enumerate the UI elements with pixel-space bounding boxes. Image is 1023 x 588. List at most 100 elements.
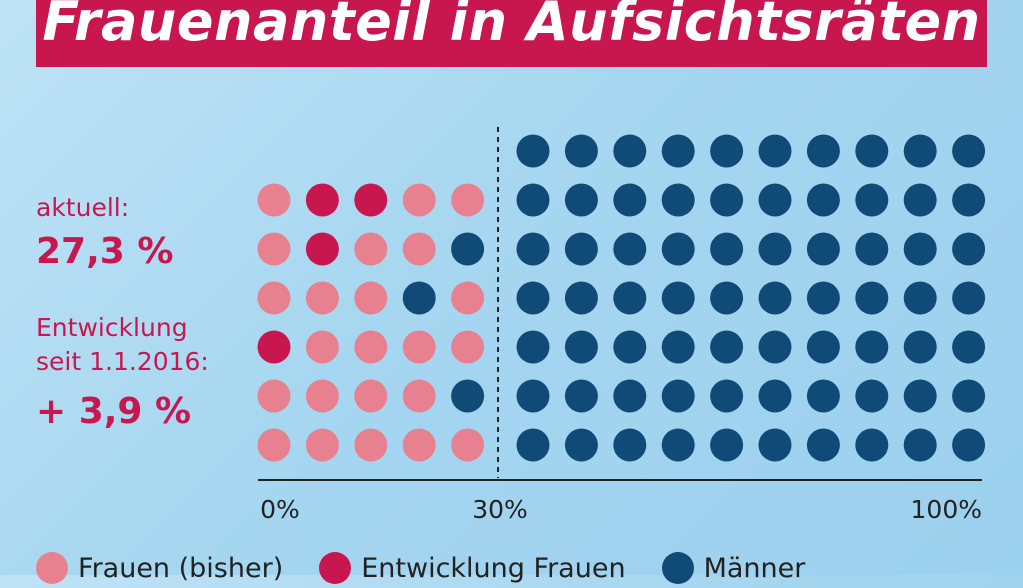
dot-men	[564, 281, 598, 315]
dot-men	[855, 379, 889, 413]
dot-men	[661, 330, 695, 364]
dot-women-previous	[257, 428, 291, 462]
dot-men	[855, 183, 889, 217]
dot-men	[952, 379, 986, 413]
dot-men	[903, 183, 937, 217]
dot-women-development	[305, 183, 339, 217]
dot-men	[758, 330, 792, 364]
dot-men	[661, 428, 695, 462]
dot-men	[758, 428, 792, 462]
dot-women-previous	[257, 183, 291, 217]
development-value: + 3,9 %	[36, 391, 192, 432]
dot-men	[855, 134, 889, 168]
dot-men	[903, 330, 937, 364]
legend-swatch	[661, 552, 694, 584]
dot-men	[613, 428, 647, 462]
dot-men	[903, 134, 937, 168]
dot-men	[516, 232, 550, 266]
dot-men	[710, 428, 744, 462]
dot-women-previous	[354, 281, 388, 315]
dot-men	[564, 183, 598, 217]
dot-women-previous	[402, 183, 436, 217]
current-value: 27,3 %	[36, 231, 174, 272]
dot-men	[806, 330, 840, 364]
x-tick-label: 0%	[260, 495, 300, 524]
dot-men	[661, 379, 695, 413]
dot-women-development	[354, 183, 388, 217]
dot-men	[806, 183, 840, 217]
dot-women-previous	[354, 330, 388, 364]
dot-men	[903, 232, 937, 266]
dot-men	[710, 183, 744, 217]
dot-women-previous	[354, 379, 388, 413]
dot-women-development	[305, 232, 339, 266]
dot-women-previous	[257, 232, 291, 266]
dot-men	[710, 281, 744, 315]
dot-men	[758, 134, 792, 168]
dot-men	[564, 232, 598, 266]
development-label-line1: Entwicklung	[36, 313, 188, 342]
dot-women-previous	[451, 330, 485, 364]
dot-men	[710, 134, 744, 168]
dot-women-previous	[305, 281, 339, 315]
title-banner: Frauenanteil in Aufsichtsräten	[36, 0, 987, 67]
dot-men	[758, 232, 792, 266]
dot-women-previous	[305, 379, 339, 413]
dot-men	[758, 183, 792, 217]
dot-men	[516, 183, 550, 217]
current-label: aktuell:	[36, 193, 130, 222]
x-tick-label: 100%	[911, 495, 982, 524]
dot-men	[516, 134, 550, 168]
dot-men	[952, 134, 986, 168]
dot-men	[451, 232, 485, 266]
legend-swatch	[319, 552, 352, 584]
dot-men	[855, 281, 889, 315]
dot-matrix-chart: 0% 30% 100%	[257, 127, 986, 524]
dot-men	[806, 232, 840, 266]
dot-men	[402, 281, 436, 315]
dot-men	[613, 134, 647, 168]
dot-men	[451, 379, 485, 413]
chart-title: Frauenanteil in Aufsichtsräten	[42, 0, 981, 53]
dot-men	[661, 183, 695, 217]
dot-women-previous	[402, 428, 436, 462]
dot-men	[758, 379, 792, 413]
dot-women-previous	[402, 330, 436, 364]
dot-men	[855, 428, 889, 462]
dot-men	[952, 183, 986, 217]
legend-label: Entwicklung Frauen	[361, 552, 626, 584]
dot-men	[613, 330, 647, 364]
dot-men	[710, 330, 744, 364]
dot-men	[613, 281, 647, 315]
legend-item: Frauen (bisher)	[36, 552, 283, 584]
dot-women-previous	[451, 428, 485, 462]
dot-men	[564, 428, 598, 462]
dot-men	[710, 232, 744, 266]
dot-men	[952, 330, 986, 364]
dot-women-previous	[354, 232, 388, 266]
dot-women-previous	[257, 379, 291, 413]
dot-men	[564, 134, 598, 168]
dot-men	[952, 281, 986, 315]
dot-men	[806, 134, 840, 168]
dot-men	[806, 428, 840, 462]
dot-men	[952, 428, 986, 462]
dot-men	[516, 330, 550, 364]
dot-men	[661, 281, 695, 315]
dot-men	[613, 232, 647, 266]
legend-swatch	[36, 552, 68, 584]
legend-item: Männer	[661, 552, 805, 584]
dots-group	[257, 134, 986, 462]
dot-men	[516, 281, 550, 315]
dot-men	[903, 281, 937, 315]
dot-men	[806, 281, 840, 315]
legend-label: Frauen (bisher)	[78, 552, 284, 584]
dot-women-previous	[305, 428, 339, 462]
dot-women-previous	[354, 428, 388, 462]
dot-men	[661, 232, 695, 266]
legend: Frauen (bisher) Entwicklung Frauen Männer	[36, 548, 841, 588]
dot-men	[806, 379, 840, 413]
dot-men	[613, 183, 647, 217]
dot-men	[613, 379, 647, 413]
dot-men	[855, 232, 889, 266]
